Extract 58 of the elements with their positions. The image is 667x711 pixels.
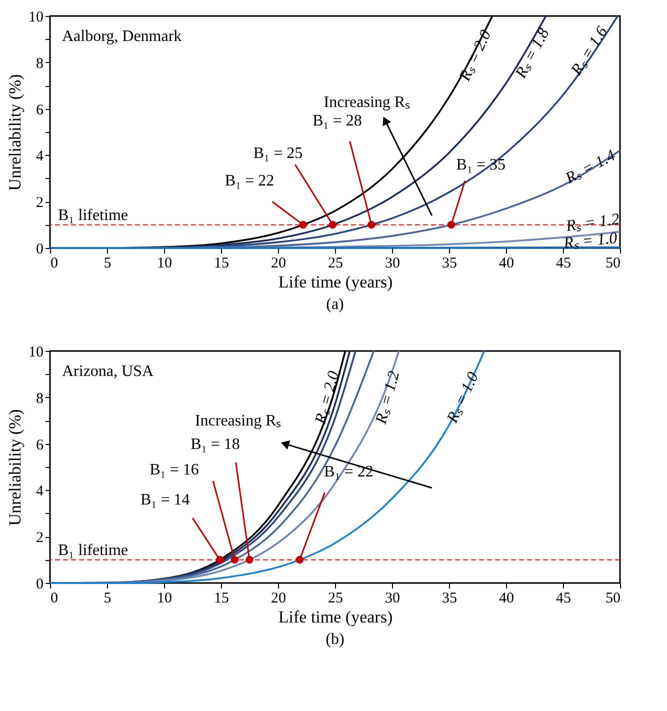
x-tick-label: 35 [442,590,457,606]
x-tick-label: 45 [556,590,571,606]
y-tick-label: 4 [36,148,44,165]
x-tick-label: 5 [104,590,112,606]
y-tick-label: 8 [36,56,44,72]
y-tick-label: 2 [36,195,44,212]
x-tick-label: 15 [214,590,229,606]
x-tick-label: 20 [271,590,286,606]
y-tick-label: 10 [28,344,44,360]
y-tick-label: 0 [36,242,44,258]
annotation: B₁ = 14 [140,491,190,508]
annotation: B₁ = 22 [224,172,274,190]
text: (b) [326,631,344,648]
x-tick-label: 50 [606,256,620,272]
ref-line-label: B₁ lifetime [58,542,128,559]
x-tick-label: 5 [104,256,112,272]
x-tick-label: 10 [157,256,172,272]
y-axis-title: Unreliability (%) [6,409,24,526]
text: Rₛ = 1.6 [568,24,612,80]
annotation: B₁ = 35 [456,156,506,174]
text: Rₛ = 1.0 [444,370,482,426]
x-tick-label: 30 [385,256,400,272]
x-tick-label: 20 [271,256,286,272]
annotation: B₁ = 25 [253,144,303,162]
annotation: B₁ = 18 [190,436,240,453]
x-axis-title: Life time (years) [278,608,393,626]
y-tick-label: 4 [36,484,44,500]
x-tick-label: 0 [50,590,58,606]
text: Rₛ = 1.8 [512,26,553,82]
y-tick-label: 0 [36,576,44,592]
y-tick-label: 10 [28,10,44,26]
x-tick-label: 25 [328,256,343,272]
annotation: B₁ = 16 [150,461,199,478]
y-tick-label: 8 [36,390,44,407]
annotation: B₁ = 28 [312,112,362,130]
x-tick-label: 25 [328,590,343,606]
x-tick-label: 45 [556,256,571,272]
text: (a) [326,296,344,313]
x-tick-label: 15 [214,256,229,272]
text: Rₛ = 1.4 [562,147,618,188]
y-axis-title: Unreliability (%) [6,74,24,191]
ref-line-label: B₁ lifetime [58,206,128,224]
x-axis-title: Life time (years) [278,272,393,292]
x-tick-label: 0 [50,256,58,272]
x-tick-label: 40 [499,256,514,272]
x-tick-label: 40 [499,590,514,606]
x-tick-label: 35 [442,256,457,272]
annotation: Increasing Rₛ [324,94,410,111]
x-tick-label: 30 [385,590,400,606]
annotation: Aalborg, Denmark [62,28,182,45]
y-tick-label: 6 [36,437,44,454]
x-tick-label: 10 [157,590,172,606]
x-tick-label: 50 [606,590,620,606]
text: Rₛ = 1.2 [372,369,404,427]
annotation: Increasing Rₛ [194,412,282,430]
y-tick-label: 2 [36,530,44,546]
y-tick-label: 6 [36,102,44,118]
annotation: Arizona, USA [62,363,154,380]
